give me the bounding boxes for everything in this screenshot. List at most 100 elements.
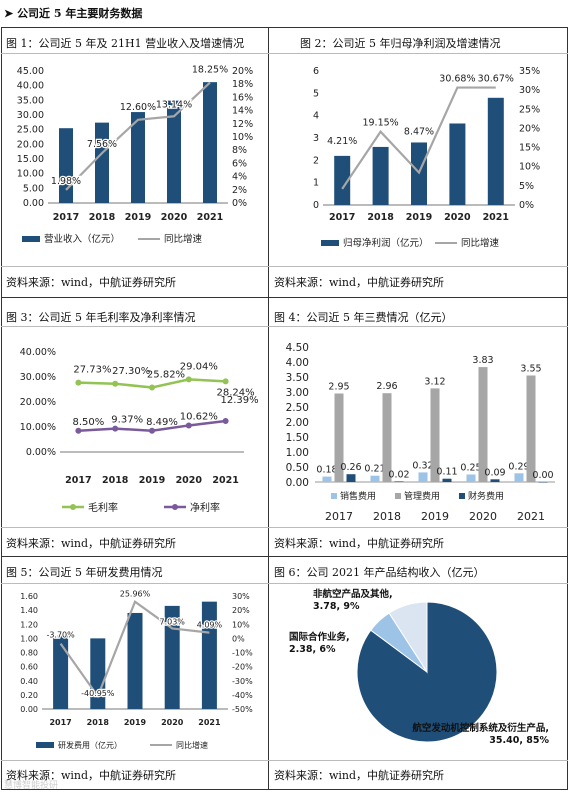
c4-bar-admin (334, 393, 344, 482)
c5-ytick-left: 1.60 (20, 592, 38, 601)
c3-x-tick: 2018 (102, 475, 129, 486)
c5-growth-line (59, 599, 210, 699)
c1-data-label: 1.98% (51, 176, 81, 187)
grid-row-2-bottom (1, 556, 568, 557)
c1-growth-line (65, 81, 211, 191)
c3-data-label: 28.24% (217, 387, 255, 398)
c4-bar-sales (322, 476, 332, 482)
c1-ytick-right: 12% (232, 119, 253, 130)
c1-legend-bar-swatch (22, 236, 40, 242)
c6-label-main-line-2: 35.40, 85% (489, 735, 549, 746)
c3-legend-gross-label: 毛利率 (88, 501, 118, 514)
c3-ytick: 10.00% (20, 422, 56, 433)
c1-legend-bar-label: 营业收入（亿元） (44, 233, 120, 245)
c4-ytick: 4.00 (286, 357, 309, 369)
c3-point (149, 427, 155, 434)
chart-6-title: 图 6：公司 2021 年产品结构收入（亿元） (274, 566, 485, 579)
c2-bar (449, 123, 466, 205)
c4-x-tick: 2019 (421, 510, 449, 523)
c2-ytick-left: 0 (313, 200, 319, 211)
c4-data-label: 0.29 (508, 461, 529, 472)
grid-row-3-src-line (1, 760, 568, 761)
c4-data-label: 0.25 (460, 463, 481, 474)
c4-legend-sales-label: 销售费用 (340, 490, 376, 502)
source-note-6: 资料来源：wind，中航证券研究所 (274, 769, 445, 782)
c4-data-label: 3.83 (472, 355, 493, 366)
c4-data-label: 0.32 (412, 460, 433, 471)
c5-ytick-left: 1.00 (20, 634, 38, 643)
c4-x-tick: 2018 (373, 510, 401, 523)
c3-data-label: 27.30% (112, 366, 150, 377)
c4-ytick: 4.50 (286, 342, 309, 354)
c5-ytick-right: 20% (232, 606, 250, 615)
c4-x-tick: 2017 (325, 510, 353, 523)
c5-ytick-left: 0.80 (20, 649, 38, 658)
c2-x-tick: 2018 (367, 212, 394, 223)
c4-data-label: 0.21 (364, 464, 385, 475)
c1-data-label: 13.14% (156, 99, 192, 110)
chart-3-margins: 0.00% 10.00% 20.00% 30.00% 40.00% 2017 2018 201… (20, 347, 259, 514)
c3-data-label: 25.82% (147, 369, 185, 380)
c4-bar-sales (466, 474, 476, 482)
chart-6-product-pie: 非航空产品及其他,3.78, 9% 国际合作业务,2.38, 6% 航空发动机控制系… (289, 588, 549, 746)
c1-ytick-left: 45.00 (17, 66, 44, 77)
c4-bar-sales (370, 475, 380, 482)
c2-legend-line-label: 同比增速 (461, 237, 500, 249)
c1-ytick-right: 14% (232, 106, 253, 117)
c2-ytick-left: 1 (313, 178, 319, 189)
c5-data-label: 7.03% (159, 617, 185, 626)
chart-1-revenue: 0.00 5.00 10.00 15.00 20.00 25.00 30.00 35.00 40… (17, 63, 253, 245)
c2-ytick-right: 10% (519, 162, 540, 173)
c5-ytick-right: 30% (232, 592, 250, 601)
c4-x-tick: 2020 (469, 510, 497, 523)
c4-ytick: 1.50 (286, 432, 309, 444)
c3-point (75, 427, 82, 434)
c5-ytick-left: 0.60 (20, 663, 38, 672)
chart-4-title: 图 4：公司近 5 年三费情况（亿元） (274, 311, 453, 324)
c5-legend-line-label: 同比增速 (176, 740, 208, 750)
c2-ytick-left: 2 (313, 155, 319, 166)
c4-bar-sales (514, 473, 524, 482)
section-title-text: 公司近 5 年主要财务数据 (17, 7, 143, 20)
grid-row-1-src-line (1, 266, 568, 267)
c5-ytick-right: -40% (232, 691, 253, 700)
c2-data-label: 8.47% (404, 127, 434, 138)
chart-3-title: 图 3：公司近 5 年毛利率及净利率情况 (6, 311, 196, 324)
c2-x-tick: 2021 (483, 212, 509, 223)
c1-bar (167, 100, 181, 203)
c1-data-label: 7.56% (87, 139, 117, 150)
c5-x-tick: 2017 (49, 718, 71, 727)
c1-bar (131, 112, 145, 203)
c5-ytick-left: 0.40 (20, 677, 38, 686)
c3-point (185, 422, 192, 429)
c2-ytick-left: 6 (313, 66, 319, 77)
chart-1-title: 图 1：公司近 5 年及 21H1 营业收入及增速情况 (6, 37, 245, 50)
c4-legend-admin-label: 管理费用 (404, 490, 440, 502)
c1-ytick-left: 30.00 (17, 110, 44, 121)
c2-ytick-right: 0% (519, 200, 534, 211)
c1-bar (59, 128, 73, 203)
c4-legend-finance-swatch (459, 493, 465, 499)
c5-bar (90, 638, 106, 709)
c2-x-tick: 2017 (329, 212, 355, 223)
c6-label-intl-line-2: 2.38, 6% (289, 644, 336, 655)
c1-ytick-right: 18% (232, 79, 253, 90)
c4-bar-finance (394, 481, 404, 482)
c4-bar-finance (538, 482, 548, 483)
c4-ytick: 3.00 (286, 387, 309, 399)
c1-ytick-right: 10% (232, 132, 253, 143)
c5-legend-bar-swatch (36, 742, 54, 748)
c5-ytick-right: 10% (232, 620, 250, 629)
c2-x-tick: 2020 (444, 212, 471, 223)
c2-ytick-left: 3 (313, 133, 319, 144)
c3-ytick: 30.00% (20, 372, 56, 383)
c3-legend-net-dot (172, 504, 178, 510)
c4-data-label: 0.09 (484, 467, 505, 478)
c4-bar-admin (430, 388, 440, 482)
watermark-text: 慧博智能投研 (4, 781, 59, 791)
c1-ytick-left: 5.00 (23, 183, 44, 194)
c5-bar (201, 601, 217, 709)
c5-ytick-right: 0% (232, 634, 245, 643)
c1-x-tick: 2021 (197, 212, 223, 223)
c1-ytick-left: 0.00 (23, 198, 44, 209)
